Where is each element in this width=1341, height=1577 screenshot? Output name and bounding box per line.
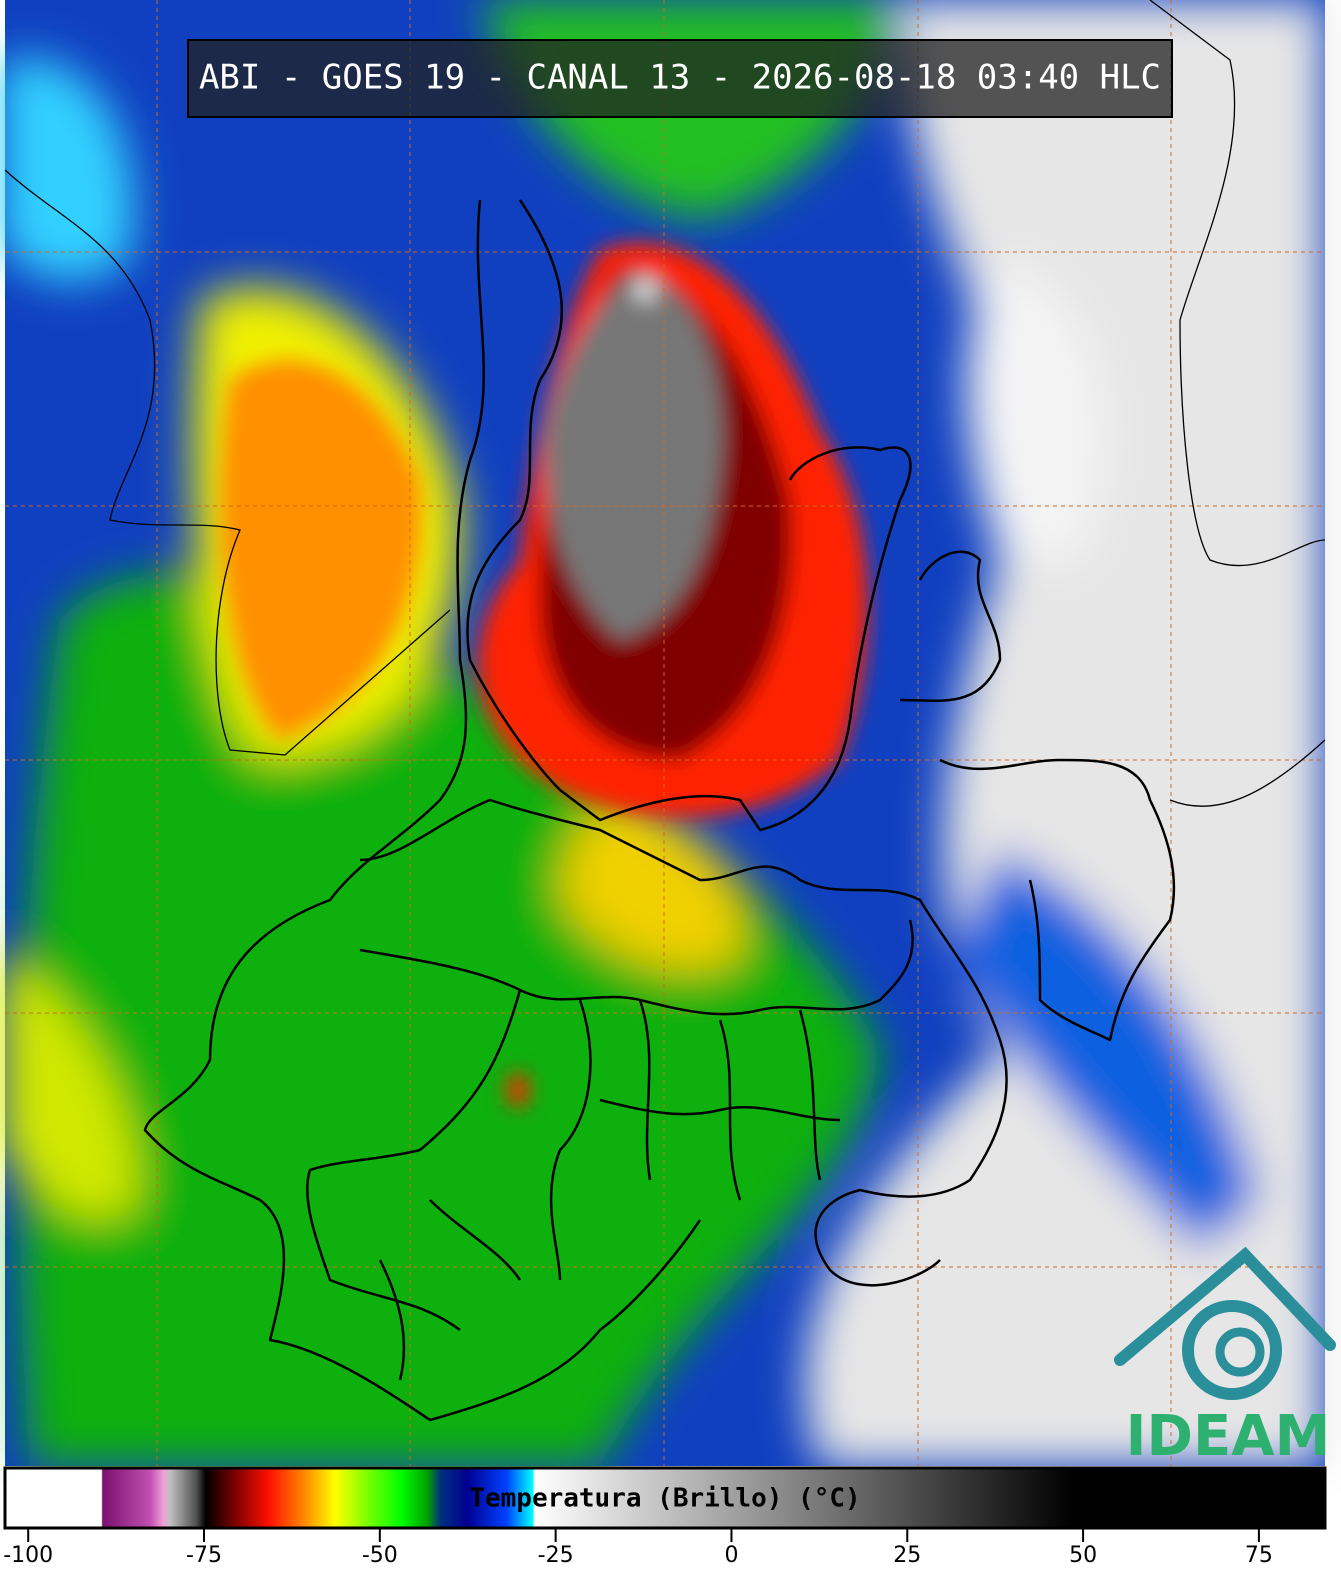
colorbar-tick-label: 25 xyxy=(893,1543,921,1568)
colorbar-tick-label: 0 xyxy=(724,1543,738,1568)
colorbar-tick-label: 75 xyxy=(1245,1543,1273,1568)
colorbar-tick-label: -100 xyxy=(3,1543,53,1568)
satellite-image xyxy=(0,0,1326,1466)
colorbar-tick-label: -50 xyxy=(362,1543,398,1568)
logo-text: IDEAM xyxy=(1126,1404,1331,1469)
colorbar-tick-label: -75 xyxy=(186,1543,222,1568)
title-box: ABI - GOES 19 - CANAL 13 - 2026-08-18 03… xyxy=(187,39,1173,118)
colorbar-tick-label: 50 xyxy=(1069,1543,1097,1568)
colorbar: Temperatura (Brillo) (°C) -100 -75 -50 -25 0… xyxy=(3,1466,1327,1568)
borders xyxy=(4,0,1326,1422)
title: ABI - GOES 19 - CANAL 13 - 2026-08-18 03… xyxy=(199,58,1161,98)
colorbar-tick-label: -25 xyxy=(538,1543,574,1568)
colorbar-label: Temperatura (Brillo) (°C) xyxy=(469,1484,860,1514)
logo: IDEAM xyxy=(1114,1246,1336,1469)
